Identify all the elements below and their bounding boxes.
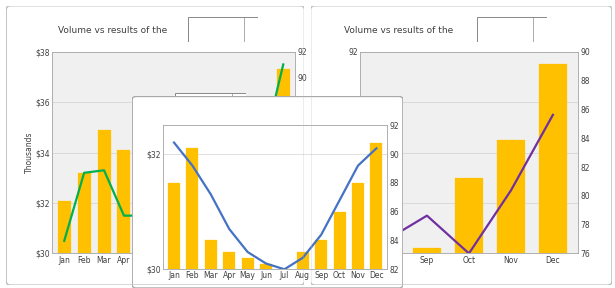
Bar [333,212,346,288]
Bar [137,170,150,288]
Bar [157,170,170,288]
Bar [315,240,327,288]
Bar [297,252,309,288]
Bar [539,65,566,288]
Bar [77,173,90,288]
Bar [168,183,180,288]
FancyBboxPatch shape [477,17,547,42]
FancyBboxPatch shape [175,93,246,116]
Bar [257,110,270,288]
Bar [455,178,483,288]
Text: ▼: ▼ [538,28,542,33]
Bar [197,145,210,288]
Bar [186,148,199,288]
Text: Team C: Team C [482,25,513,34]
Text: ▼: ▼ [249,28,253,33]
Bar [223,252,235,288]
Text: Team B: Team B [181,100,212,109]
Bar [260,264,272,288]
Bar [242,258,253,288]
Text: Team A: Team A [193,25,224,34]
Bar [279,269,290,288]
Bar [498,140,525,288]
Bar [352,183,364,288]
Bar [237,122,250,288]
Bar [370,143,383,288]
Bar [371,228,399,288]
Bar [217,170,230,288]
Text: the: the [153,101,173,110]
Text: Volume vs results of the: Volume vs results of the [58,26,173,35]
Bar [98,130,111,288]
Bar [177,170,190,288]
Bar [117,150,130,288]
Bar [277,69,290,288]
Text: Volume vs results of the: Volume vs results of the [344,26,459,35]
Bar [413,248,440,288]
FancyBboxPatch shape [132,96,403,288]
Bar [205,240,217,288]
Y-axis label: Thousands: Thousands [25,132,34,173]
FancyBboxPatch shape [188,17,258,42]
Bar [58,200,71,288]
Text: ▼: ▼ [237,102,241,107]
